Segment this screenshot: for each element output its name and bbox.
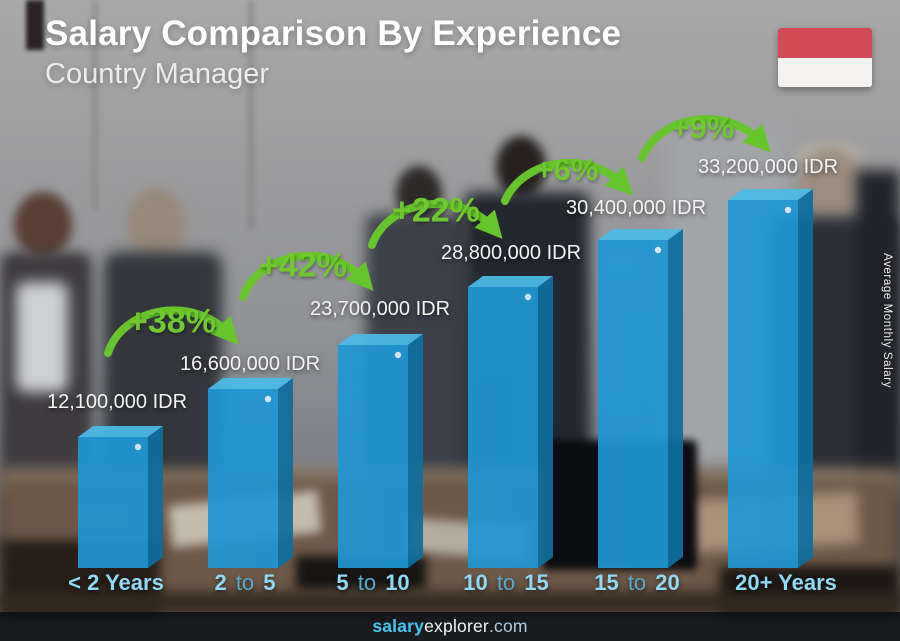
flag-white-stripe <box>778 57 872 87</box>
bar-value-label: 30,400,000 IDR <box>565 197 707 219</box>
bg-shape <box>14 192 72 258</box>
job-title: Country Manager <box>45 58 270 90</box>
increase-label: +6% <box>535 152 599 187</box>
bar-<-2-years[interactable] <box>78 426 163 568</box>
increase-arrow <box>368 199 503 249</box>
x-axis-label: 2 to 5 <box>214 570 276 595</box>
flag-red-stripe <box>778 28 872 58</box>
bar-value-label: 23,700,000 IDR <box>309 298 451 320</box>
increase-label: +9% <box>671 110 735 145</box>
increase-label: +22% <box>392 191 480 230</box>
y-axis-label: Average Monthly Salary <box>881 253 893 389</box>
bar-value-label: 16,600,000 IDR <box>179 353 321 375</box>
brand-explorer: explorer <box>424 616 489 636</box>
bar-2-to-5[interactable] <box>208 378 293 568</box>
increase-label: +38% <box>128 302 216 341</box>
bar-10-to-15[interactable] <box>468 276 553 568</box>
x-axis-label: 10 to 15 <box>463 570 549 595</box>
x-axis-label: 5 to 10 <box>336 570 410 595</box>
bg-shape <box>0 592 900 614</box>
x-axis-label: 20+ Years <box>735 570 837 595</box>
increase-arrow <box>501 158 634 205</box>
brand-domain: .com <box>488 616 528 636</box>
bg-shape <box>26 0 44 50</box>
bar-20+-years[interactable] <box>728 189 813 568</box>
bar-5-to-10[interactable] <box>338 334 423 568</box>
increase-arrow <box>638 115 771 162</box>
footer-bar: salary explorer .com <box>0 612 900 641</box>
bar-15-to-20[interactable] <box>598 229 683 568</box>
bar-value-label: 33,200,000 IDR <box>697 156 839 178</box>
bg-shape <box>16 282 68 392</box>
indonesia-flag <box>778 28 872 87</box>
bg-shape <box>126 188 186 260</box>
x-axis-label: < 2 Years <box>68 570 164 595</box>
bar-value-label: 12,100,000 IDR <box>46 391 188 413</box>
brand-salary: salary <box>372 616 425 636</box>
bar-value-label: 28,800,000 IDR <box>440 242 582 264</box>
increase-label: +42% <box>259 246 347 285</box>
increase-arrow <box>104 306 239 357</box>
page-title: Salary Comparison By Experience <box>45 14 622 53</box>
increase-arrow <box>239 251 374 301</box>
bg-shape <box>92 0 98 210</box>
x-axis-label: 15 to 20 <box>594 570 680 595</box>
bg-shape <box>248 0 254 230</box>
